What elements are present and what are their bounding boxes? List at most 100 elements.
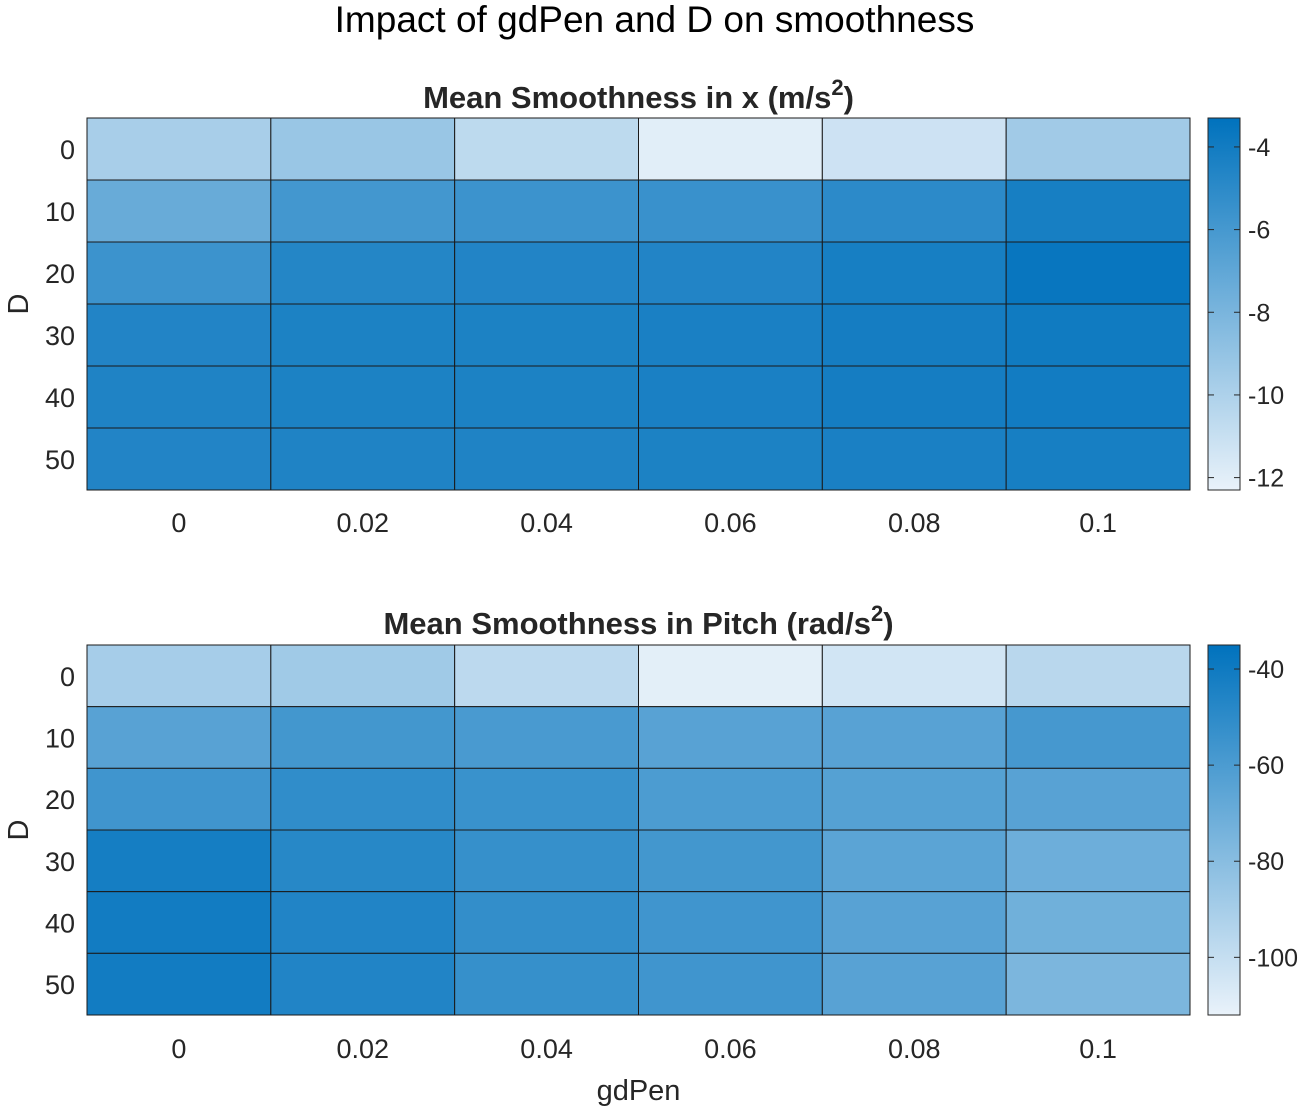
heatmap-cell	[454, 241, 639, 305]
heatmap-cell	[454, 891, 639, 954]
heatmap-cell	[1005, 644, 1191, 708]
heatmap-cell	[638, 241, 823, 305]
heatmap-cell	[270, 644, 456, 708]
heatmap-cell	[1005, 179, 1191, 243]
heatmap-cell	[454, 767, 639, 831]
heatmap-cell	[270, 117, 456, 181]
heatmap-cell	[86, 706, 272, 769]
heatmap-cell	[638, 179, 823, 243]
panel-title: Mean Smoothness in Pitch (rad/s2)	[383, 601, 893, 641]
heatmap-cell	[86, 179, 272, 243]
heatmap-cell	[1005, 117, 1191, 181]
x-tick-label: 0.06	[704, 1034, 757, 1064]
heatmap-cell	[270, 365, 456, 429]
y-tick-label: 10	[45, 724, 75, 754]
x-tick-label: 0	[171, 1034, 186, 1064]
heatmap-cell	[638, 117, 823, 181]
heatmap-cell	[86, 365, 272, 429]
heatmap-cell	[1005, 952, 1191, 1016]
heatmap-cell	[86, 117, 272, 181]
heatmap-cell	[86, 241, 272, 305]
heatmap-cell	[821, 303, 1007, 367]
colorbar-tick-label: -80	[1248, 848, 1284, 876]
heatmap-cell	[638, 891, 823, 954]
heatmap-cell	[638, 829, 823, 893]
heatmap-cell	[270, 891, 456, 954]
heatmap-cell	[638, 303, 823, 367]
heatmap-cell	[821, 241, 1007, 305]
heatmap-cell	[821, 365, 1007, 429]
heatmap-cell	[270, 829, 456, 893]
colorbar-tick-label: -12	[1248, 465, 1284, 493]
x-tick-label: 0.1	[1079, 508, 1117, 538]
colorbar-tick-label: -6	[1248, 217, 1270, 245]
colorbar-tick-label: -100	[1248, 944, 1298, 972]
y-tick-label: 10	[45, 197, 75, 227]
heatmap-cell	[86, 829, 272, 893]
heatmap-cell	[86, 891, 272, 954]
heatmap-cell	[1005, 829, 1191, 893]
heatmap-cell	[821, 706, 1007, 769]
heatmap-cell	[270, 303, 456, 367]
heatmap-cell	[86, 952, 272, 1016]
y-tick-label: 50	[45, 970, 75, 1000]
x-tick-label: 0.06	[704, 508, 757, 538]
colorbar-tick-label: -4	[1248, 134, 1270, 162]
y-tick-label: 0	[60, 662, 75, 692]
heatmap-cell	[86, 427, 272, 491]
heatmap-cell	[86, 303, 272, 367]
heatmap-cell	[821, 767, 1007, 831]
heatmap-cell	[638, 706, 823, 769]
heatmap-cell	[86, 644, 272, 708]
heatmap-panel-1: Mean Smoothness in x (m/s2) 0 10 20 30 40 50 0 0…	[3, 75, 1284, 538]
heatmap-cell	[821, 117, 1007, 181]
x-tick-label: 0.08	[888, 508, 941, 538]
heatmap-panel-2: Mean Smoothness in Pitch (rad/s2) 0 10 20 30…	[3, 601, 1298, 1064]
y-tick-label: 30	[45, 847, 75, 877]
heatmap-cell	[454, 829, 639, 893]
heatmap-cell	[270, 427, 456, 491]
x-tick-label: 0	[171, 508, 186, 538]
x-tick-label: 0.08	[888, 1034, 941, 1064]
y-tick-label: 40	[45, 383, 75, 413]
colorbar	[1207, 644, 1241, 1016]
colorbar-tick-label: -60	[1248, 752, 1284, 780]
heatmap-cell	[454, 365, 639, 429]
heatmap-cell	[1005, 241, 1191, 305]
heatmap-cell	[1005, 303, 1191, 367]
heatmap-cell	[454, 303, 639, 367]
y-tick-label: 20	[45, 259, 75, 289]
heatmap-cell	[454, 706, 639, 769]
heatmap-cell	[270, 952, 456, 1016]
x-tick-label: 0.04	[520, 508, 573, 538]
y-axis-label: D	[3, 820, 35, 841]
heatmap-cell	[270, 179, 456, 243]
x-tick-label: 0.1	[1079, 1034, 1117, 1064]
y-tick-label: 30	[45, 321, 75, 351]
heatmap-cell	[1005, 706, 1191, 769]
heatmap-cell	[270, 241, 456, 305]
heatmap-cell	[638, 952, 823, 1016]
y-tick-label: 50	[45, 445, 75, 475]
colorbar	[1207, 117, 1241, 491]
heatmap-cell	[1005, 427, 1191, 491]
heatmap-cell	[454, 644, 639, 708]
y-axis-label: D	[3, 294, 35, 315]
heatmap-cell	[1005, 365, 1191, 429]
colorbar-tick-label: -40	[1248, 656, 1284, 684]
heatmap-cell	[821, 829, 1007, 893]
x-axis-label: gdPen	[596, 1075, 681, 1107]
heatmap-cell	[86, 767, 272, 831]
x-tick-label: 0.04	[520, 1034, 573, 1064]
heatmap-cell	[454, 179, 639, 243]
heatmap-cell	[821, 179, 1007, 243]
heatmap-cell	[821, 952, 1007, 1016]
y-tick-label: 40	[45, 909, 75, 939]
panel-title: Mean Smoothness in x (m/s2)	[423, 75, 854, 115]
heatmap-cell	[454, 952, 639, 1016]
heatmap-cell	[638, 427, 823, 491]
x-tick-label: 0.02	[336, 508, 389, 538]
heatmap-cell	[638, 644, 823, 708]
colorbar-tick-label: -10	[1248, 382, 1284, 410]
